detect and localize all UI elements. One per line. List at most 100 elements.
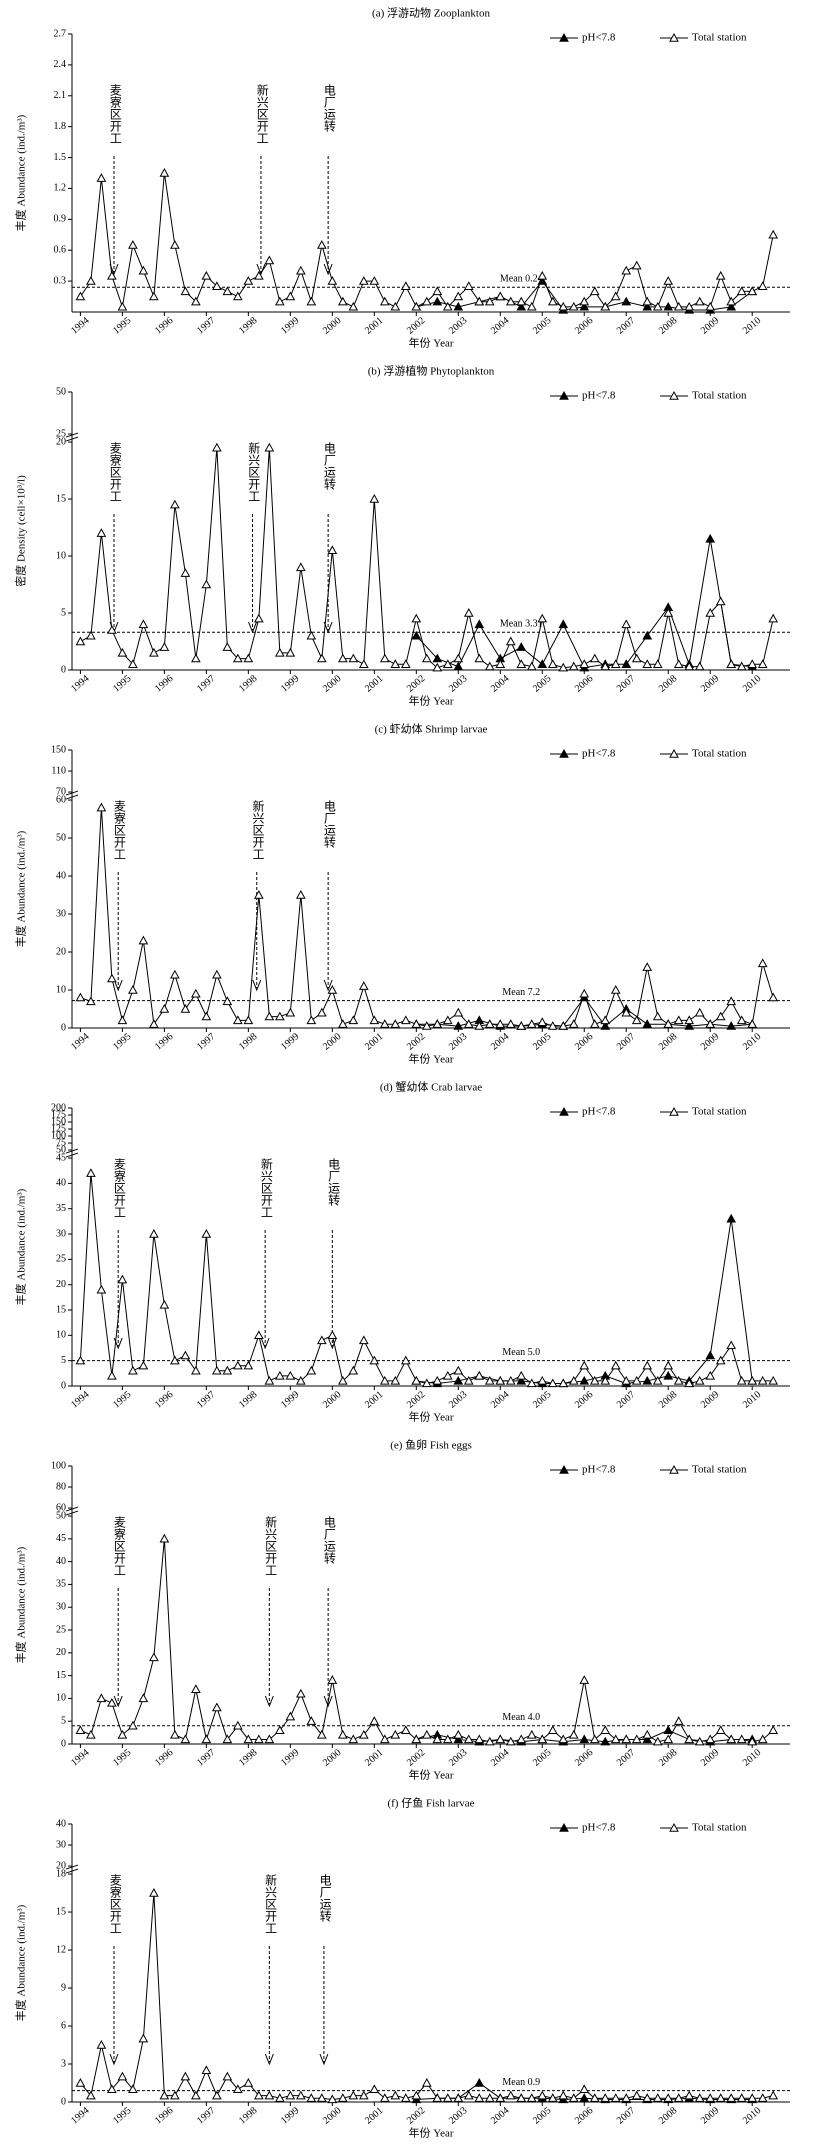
marker	[327, 545, 338, 555]
marker	[421, 1021, 432, 1030]
marker	[222, 996, 233, 1006]
marker	[316, 653, 327, 663]
marker	[149, 1652, 159, 1662]
x-tick-label: 1998	[237, 1031, 259, 1052]
y-tick-label: 40	[56, 870, 66, 881]
event-label: 电厂运转	[318, 1874, 332, 1922]
y-tick-label: 45	[56, 1533, 66, 1544]
marker	[663, 276, 674, 285]
marker	[652, 1375, 663, 1385]
marker	[117, 1274, 128, 1284]
marker	[222, 286, 233, 296]
marker	[201, 579, 212, 589]
axis-break	[65, 1148, 79, 1158]
event-arrowhead	[319, 2053, 329, 2066]
legend-marker	[669, 1464, 679, 1474]
marker	[705, 1370, 716, 1380]
marker	[516, 1370, 527, 1380]
marker	[547, 2093, 558, 2102]
marker	[379, 1734, 390, 1744]
marker	[652, 659, 663, 669]
marker	[537, 613, 548, 623]
marker	[652, 1011, 663, 1021]
y-tick-label: 20	[56, 946, 66, 957]
marker	[589, 2093, 600, 2102]
y-tick-label: 25	[56, 428, 66, 439]
marker	[421, 1729, 432, 1739]
event-label: 麦寮区开工	[108, 84, 122, 144]
legend-marker	[559, 390, 569, 400]
legend-marker	[559, 1822, 569, 1832]
x-tick-label: 2006	[573, 315, 595, 336]
marker	[747, 659, 758, 669]
marker	[316, 240, 327, 249]
marker	[306, 1015, 317, 1025]
marker	[600, 1725, 611, 1735]
x-tick-label: 1996	[153, 673, 175, 694]
marker	[453, 1007, 464, 1017]
x-tick-label: 1999	[279, 1747, 301, 1768]
event-arrowhead	[248, 621, 258, 634]
marker	[253, 270, 264, 280]
marker	[684, 661, 695, 671]
y-tick-label: 2.1	[54, 90, 67, 101]
x-tick-label: 2008	[657, 1747, 679, 1768]
x-axis-label: 年份 Year	[408, 1768, 453, 1782]
x-tick-label: 2007	[615, 315, 637, 336]
marker	[684, 2090, 695, 2100]
marker	[705, 607, 716, 617]
marker	[768, 1375, 779, 1385]
marker	[379, 2093, 390, 2102]
marker	[526, 1019, 537, 1028]
marker	[170, 499, 180, 509]
marker	[474, 2093, 485, 2102]
legend-marker	[559, 1106, 569, 1116]
x-tick-label: 2010	[741, 673, 763, 694]
event-arrowhead	[113, 1695, 123, 1708]
y-tick-label: 80	[56, 1481, 66, 1492]
marker	[474, 619, 485, 629]
y-tick-label: 15	[56, 493, 66, 504]
x-axis-label: 年份 Year	[408, 336, 453, 350]
marker	[726, 1213, 737, 1223]
x-tick-label: 1995	[111, 673, 133, 694]
marker	[705, 1350, 716, 1360]
x-tick-label: 2008	[657, 1031, 679, 1052]
y-tick-label: 30	[56, 1602, 66, 1613]
marker	[348, 1365, 359, 1375]
x-axis-label: 年份 Year	[408, 694, 453, 708]
marker	[642, 1734, 653, 1744]
y-tick-label: 25	[56, 1624, 66, 1635]
marker	[453, 291, 464, 301]
marker	[747, 1375, 758, 1385]
marker	[484, 661, 495, 671]
marker	[432, 1375, 443, 1385]
y-tick-label: 35	[56, 1203, 66, 1214]
x-tick-label: 2006	[573, 1031, 595, 1052]
y-tick-label: 60	[56, 1502, 66, 1513]
y-axis-label: 丰度 Abundance (ind./m³)	[14, 830, 28, 947]
y-tick-label: 40	[56, 1178, 66, 1189]
marker	[128, 1365, 138, 1375]
marker	[159, 1533, 170, 1543]
marker	[421, 1378, 432, 1388]
marker	[180, 1003, 191, 1013]
marker	[253, 613, 264, 623]
y-tick-label: 125	[51, 1123, 66, 1134]
marker	[747, 2093, 758, 2102]
x-tick-label: 2003	[447, 1389, 469, 1410]
marker	[327, 1330, 338, 1340]
marker	[568, 1019, 579, 1028]
legend-marker	[669, 748, 679, 758]
marker	[400, 659, 411, 669]
x-tick-label: 1998	[237, 673, 259, 694]
marker	[453, 2093, 464, 2102]
marker	[673, 659, 684, 669]
x-tick-label: 2009	[699, 1031, 721, 1052]
marker	[400, 1725, 411, 1735]
event-label: 新兴区开工	[247, 441, 261, 502]
x-tick-label: 2007	[615, 2105, 637, 2126]
marker	[128, 2084, 138, 2094]
marker	[757, 1375, 768, 1385]
marker	[170, 2090, 180, 2100]
